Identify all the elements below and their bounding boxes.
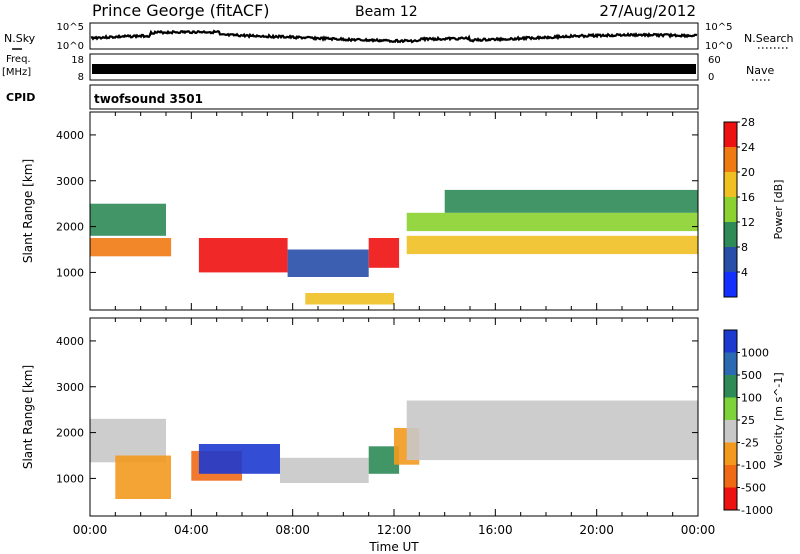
nsky-left-tick-top: 10^5: [57, 22, 84, 33]
velocity-band-0: [90, 418, 166, 463]
velocity-band-4: [280, 457, 369, 483]
power-band-7: [406, 212, 698, 232]
nsearch-tick-top: 10^5: [705, 22, 732, 33]
power-colorbar-label-6: 28: [741, 116, 755, 129]
nsky-trace: [90, 29, 698, 44]
velocity-colorbar-swatch-3: [724, 397, 737, 421]
velocity-colorbar-label-3: 25: [741, 414, 755, 427]
date-label: 27/Aug/2012: [599, 2, 696, 20]
power-colorbar-frame: [723, 121, 738, 298]
nave-label: Nave: [746, 64, 774, 77]
freq-unit-label: [MHz]: [2, 67, 31, 78]
power-colorbar-label-0: 4: [741, 266, 748, 279]
power-ytick-label-1: 2000: [56, 221, 84, 234]
velocity-colorbar-swatch-1: [724, 352, 737, 376]
velocity-colorbar-label-7: -1000: [741, 504, 773, 517]
cpid-label: CPID: [6, 91, 35, 104]
velocity-colorbar-label-6: -500: [741, 482, 766, 495]
velocity-ytick-label-0: 1000: [56, 472, 84, 485]
power-ytick-label-0: 1000: [56, 266, 84, 279]
station-title: Prince George (fitACF): [92, 1, 270, 20]
velocity-colorbar-label-0: 1000: [741, 347, 769, 360]
power-colorbar-title: Power [dB]: [772, 180, 785, 240]
power-band-6: [406, 235, 698, 255]
velocity-colorbar-title: Velocity [m s^-1]: [772, 372, 785, 467]
power-colorbar-swatch-0: [724, 122, 737, 148]
velocity-ytick-label-3: 4000: [56, 335, 84, 348]
velocity-colorbar-label-1: 500: [741, 369, 762, 382]
velocity-band-1: [115, 455, 171, 499]
freq-trace: [92, 64, 696, 74]
freq-tick-bottom: 8: [78, 72, 84, 83]
cpid-program-label: twofsound 3501: [94, 92, 203, 106]
power-y-axis-label: Slant Range [km]: [21, 159, 35, 263]
power-colorbar-label-4: 20: [741, 166, 755, 179]
velocity-ytick-label-2: 3000: [56, 381, 84, 394]
nsearch-label: N.Search: [744, 32, 794, 45]
x-tick-label-1: 04:00: [174, 523, 209, 537]
power-colorbar-label-5: 24: [741, 141, 755, 154]
power-colorbar-label-2: 12: [741, 216, 755, 229]
power-colorbar-swatch-1: [724, 147, 737, 173]
freq-frame: [89, 53, 699, 81]
nsky-label: N.Sky: [4, 32, 36, 45]
velocity-colorbar-swatch-7: [724, 487, 737, 511]
freq-tick-top: 18: [71, 55, 84, 66]
power-band-1: [90, 203, 166, 236]
velocity-colorbar-swatch-2: [724, 375, 737, 398]
velocity-colorbar-label-2: 100: [741, 392, 762, 405]
velocity-band-7: [406, 400, 698, 461]
power-ytick-label-3: 4000: [56, 129, 84, 142]
x-tick-label-2: 08:00: [275, 523, 310, 537]
x-tick-label-0: 00:00: [73, 523, 108, 537]
velocity-colorbar-swatch-0: [724, 330, 737, 353]
power-ytick-label-2: 3000: [56, 175, 84, 188]
x-tick-label-5: 20:00: [579, 523, 614, 537]
beam-label: Beam 12: [355, 4, 418, 20]
power-band-2: [198, 238, 288, 273]
velocity-colorbar-label-4: -25: [741, 437, 759, 450]
nsearch-tick-bottom: 10^0: [705, 41, 732, 52]
velocity-ytick-label-1: 2000: [56, 427, 84, 440]
velocity-colorbar-swatch-6: [724, 465, 737, 488]
power-band-4: [305, 293, 394, 305]
power-colorbar-swatch-6: [724, 272, 737, 298]
power-colorbar-swatch-2: [724, 172, 737, 198]
x-axis-label: Time UT: [368, 540, 419, 554]
velocity-colorbar-label-5: -100: [741, 459, 766, 472]
velocity-band-3: [198, 444, 280, 474]
nsky-frame: [89, 22, 699, 50]
velocity-y-axis-label: Slant Range [km]: [21, 365, 35, 469]
power-colorbar-label-1: 8: [741, 241, 748, 254]
freq-label: Freq.: [6, 54, 31, 65]
power-colorbar-label-3: 16: [741, 191, 755, 204]
power-colorbar-swatch-5: [724, 247, 737, 273]
power-band-5: [368, 238, 400, 268]
velocity-colorbar-swatch-5: [724, 442, 737, 466]
nsky-left-tick-bottom: 10^0: [57, 41, 84, 52]
velocity-colorbar-swatch-4: [724, 420, 737, 443]
power-colorbar-swatch-3: [724, 197, 737, 223]
power-band-3: [287, 249, 369, 277]
nave-tick-bottom: 0: [708, 72, 714, 83]
power-band-8: [444, 189, 698, 213]
x-tick-label-4: 16:00: [478, 523, 513, 537]
x-tick-label-6: 00:00: [681, 523, 716, 537]
nave-tick-top: 60: [708, 55, 721, 66]
cpid-frame: [89, 84, 699, 110]
power-band-0: [90, 238, 172, 257]
power-colorbar-swatch-4: [724, 222, 737, 248]
x-tick-label-3: 12:00: [377, 523, 412, 537]
